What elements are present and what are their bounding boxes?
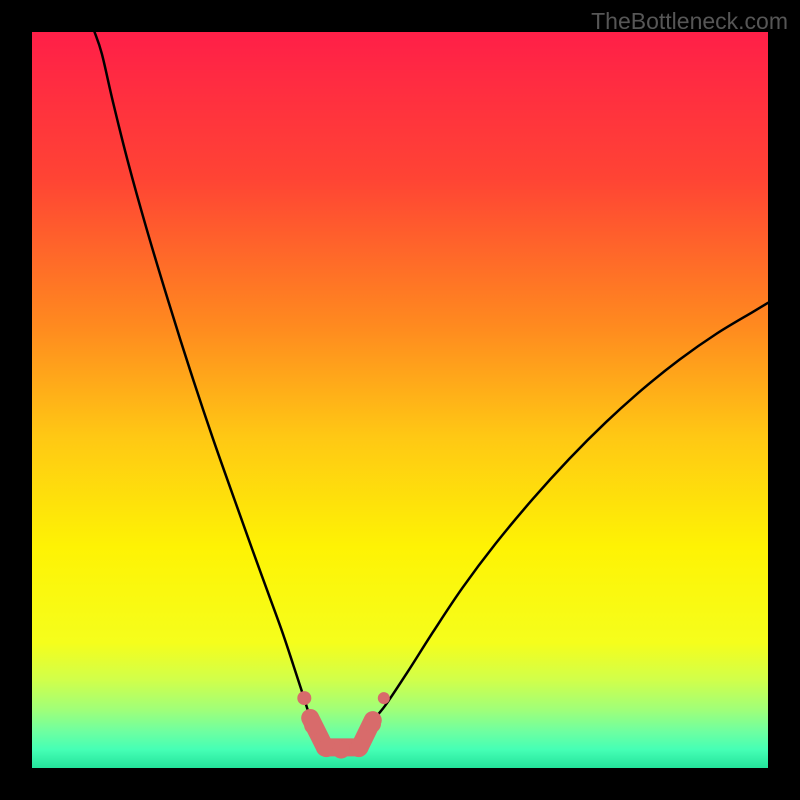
frame-border-1 xyxy=(0,768,800,800)
valley-dot-1 xyxy=(304,716,322,734)
gradient-background xyxy=(32,32,768,768)
frame-border-3 xyxy=(768,0,800,800)
gradient-chart xyxy=(0,0,800,800)
frame-border-2 xyxy=(0,0,32,800)
watermark-label: TheBottleneck.com xyxy=(591,8,788,35)
valley-dot-0 xyxy=(297,691,311,705)
valley-dot-5 xyxy=(363,715,381,733)
valley-dot-3 xyxy=(332,741,350,759)
valley-dot-4 xyxy=(350,739,368,757)
valley-dot-6 xyxy=(378,692,390,704)
